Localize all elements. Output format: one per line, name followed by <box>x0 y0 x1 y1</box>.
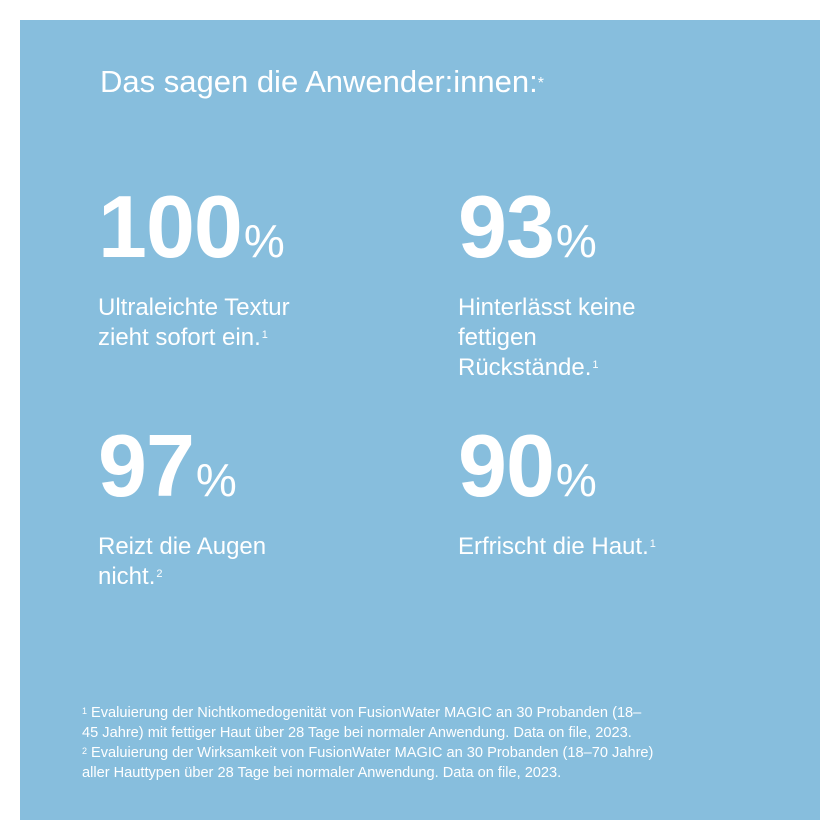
footnote-line: 45 Jahre) mit fettiger Haut über 28 Tage… <box>82 723 653 743</box>
footnote-text: aller Hauttypen über 28 Tage bei normale… <box>82 765 562 781</box>
label-line: Erfrischt die Haut.1 <box>458 532 778 562</box>
stat-value: 97 <box>98 416 195 515</box>
stat-label: Erfrischt die Haut.1 <box>458 532 778 562</box>
label-text: zieht sofort ein. <box>98 324 261 351</box>
stat-value: 100 <box>98 177 243 276</box>
stat: 90% Erfrischt die Haut.1 <box>458 422 778 562</box>
stat: 93% Hinterlässt keine fettigen Rückstände.1 <box>458 183 778 383</box>
stat-unit: % <box>555 215 597 267</box>
footnote-line: aller Hauttypen über 28 Tage bei normale… <box>82 763 653 783</box>
footnote-text: 45 Jahre) mit fettiger Haut über 28 Tage… <box>82 725 632 741</box>
label-text: Reizt die Augen <box>98 533 267 560</box>
stat-unit: % <box>243 215 285 267</box>
footnote-ref: 1 <box>649 538 656 550</box>
stat-value: 90 <box>458 416 555 515</box>
footnotes: 1 Evaluierung der Nichtkomedogenität von … <box>82 703 653 783</box>
stat-number: 90% <box>458 422 778 524</box>
label-line: Ultraleichte Textur <box>98 293 418 323</box>
label-text: nicht. <box>98 563 156 590</box>
footnote-marker: 1 <box>82 706 88 716</box>
stat: 100% Ultraleichte Textur zieht sofort ein.… <box>98 183 418 353</box>
stat-label: Reizt die Augen nicht.2 <box>98 532 418 592</box>
label-text: Hinterlässt keine <box>458 294 636 321</box>
title: Das sagen die Anwender:innen:* <box>100 64 544 100</box>
title-marker: * <box>537 75 544 92</box>
footnote-marker: 2 <box>82 746 88 756</box>
footnote-line: 2 Evaluierung der Wirksamkeit von FusionW… <box>82 743 653 763</box>
label-text: fettigen <box>458 324 537 351</box>
label-line: Reizt die Augen <box>98 532 418 562</box>
label-line: Rückstände.1 <box>458 353 778 383</box>
label-text: Rückstände. <box>458 354 592 381</box>
stat-unit: % <box>555 454 597 506</box>
footnote-ref: 1 <box>261 329 268 341</box>
stat-value: 93 <box>458 177 555 276</box>
stat-number: 100% <box>98 183 418 285</box>
footnote-text: Evaluierung der Wirksamkeit von FusionWa… <box>91 745 654 761</box>
stat-number: 97% <box>98 422 418 524</box>
label-line: zieht sofort ein.1 <box>98 323 418 353</box>
panel: Das sagen die Anwender:innen:* 1 Evaluier… <box>20 20 820 820</box>
label-line: nicht.2 <box>98 562 418 592</box>
footnote-line: 1 Evaluierung der Nichtkomedogenität von … <box>82 703 653 723</box>
footnote-text: Evaluierung der Nichtkomedogenität von F… <box>91 705 642 721</box>
stat-unit: % <box>195 454 237 506</box>
title-text: Das sagen die Anwender:innen: <box>100 64 538 99</box>
footnote-ref: 1 <box>592 359 599 371</box>
label-text: Ultraleichte Textur <box>98 294 290 321</box>
stat: 97% Reizt die Augen nicht.2 <box>98 422 418 592</box>
stat-label: Ultraleichte Textur zieht sofort ein.1 <box>98 293 418 353</box>
label-line: Hinterlässt keine <box>458 293 778 323</box>
stat-label: Hinterlässt keine fettigen Rückstände.1 <box>458 293 778 383</box>
stat-number: 93% <box>458 183 778 285</box>
label-line: fettigen <box>458 323 778 353</box>
label-text: Erfrischt die Haut. <box>458 533 649 560</box>
footnote-ref: 2 <box>156 568 163 580</box>
